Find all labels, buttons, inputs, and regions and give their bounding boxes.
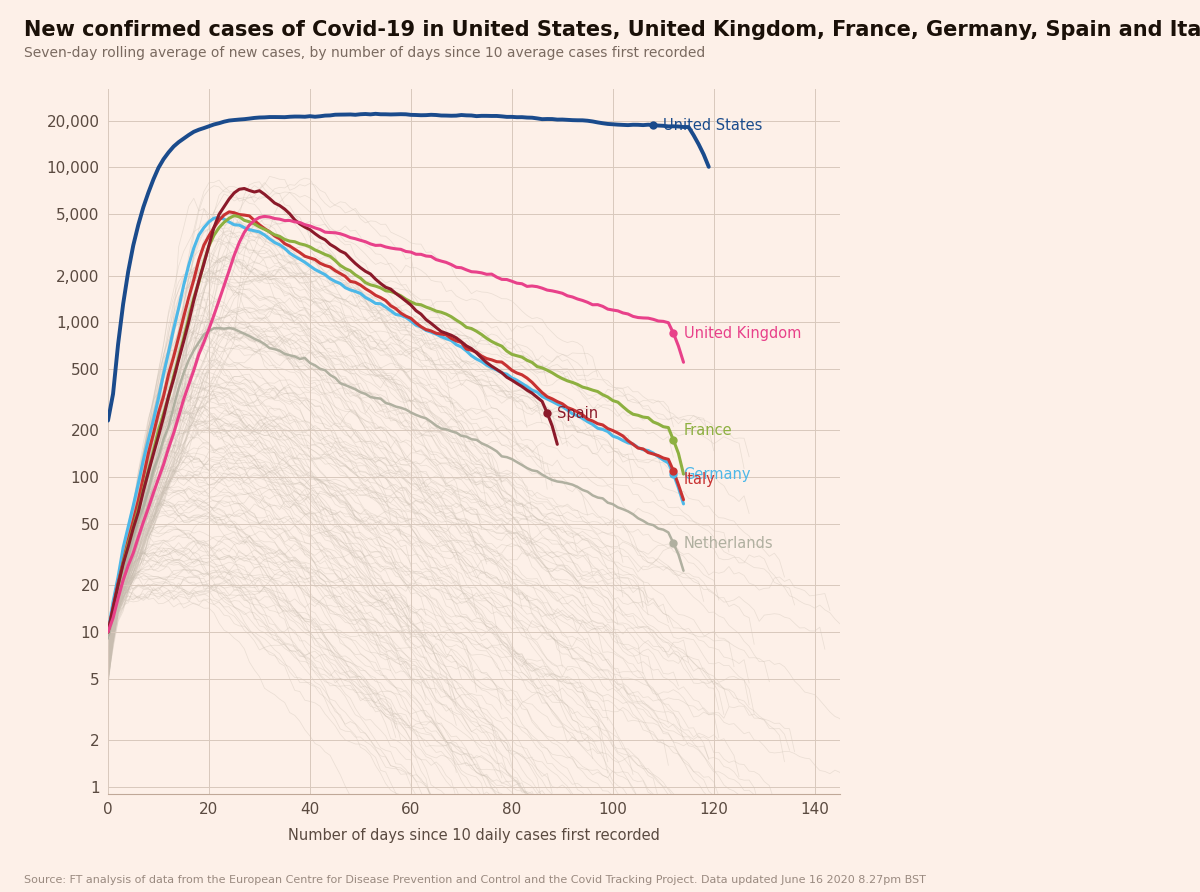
Text: Source: FT analysis of data from the European Centre for Disease Prevention and : Source: FT analysis of data from the Eur… — [24, 875, 926, 885]
Text: Seven-day rolling average of new cases, by number of days since 10 average cases: Seven-day rolling average of new cases, … — [24, 46, 706, 61]
Text: Germany: Germany — [684, 467, 751, 482]
Text: Spain: Spain — [557, 406, 599, 420]
Text: United States: United States — [664, 118, 763, 133]
X-axis label: Number of days since 10 daily cases first recorded: Number of days since 10 daily cases firs… — [288, 829, 660, 843]
Text: Netherlands: Netherlands — [684, 536, 773, 550]
Text: France: France — [684, 423, 732, 438]
Text: Italy: Italy — [684, 472, 715, 487]
Text: United Kingdom: United Kingdom — [684, 326, 800, 341]
Text: New confirmed cases of Covid-19 in United States, United Kingdom, France, German: New confirmed cases of Covid-19 in Unite… — [24, 20, 1200, 39]
